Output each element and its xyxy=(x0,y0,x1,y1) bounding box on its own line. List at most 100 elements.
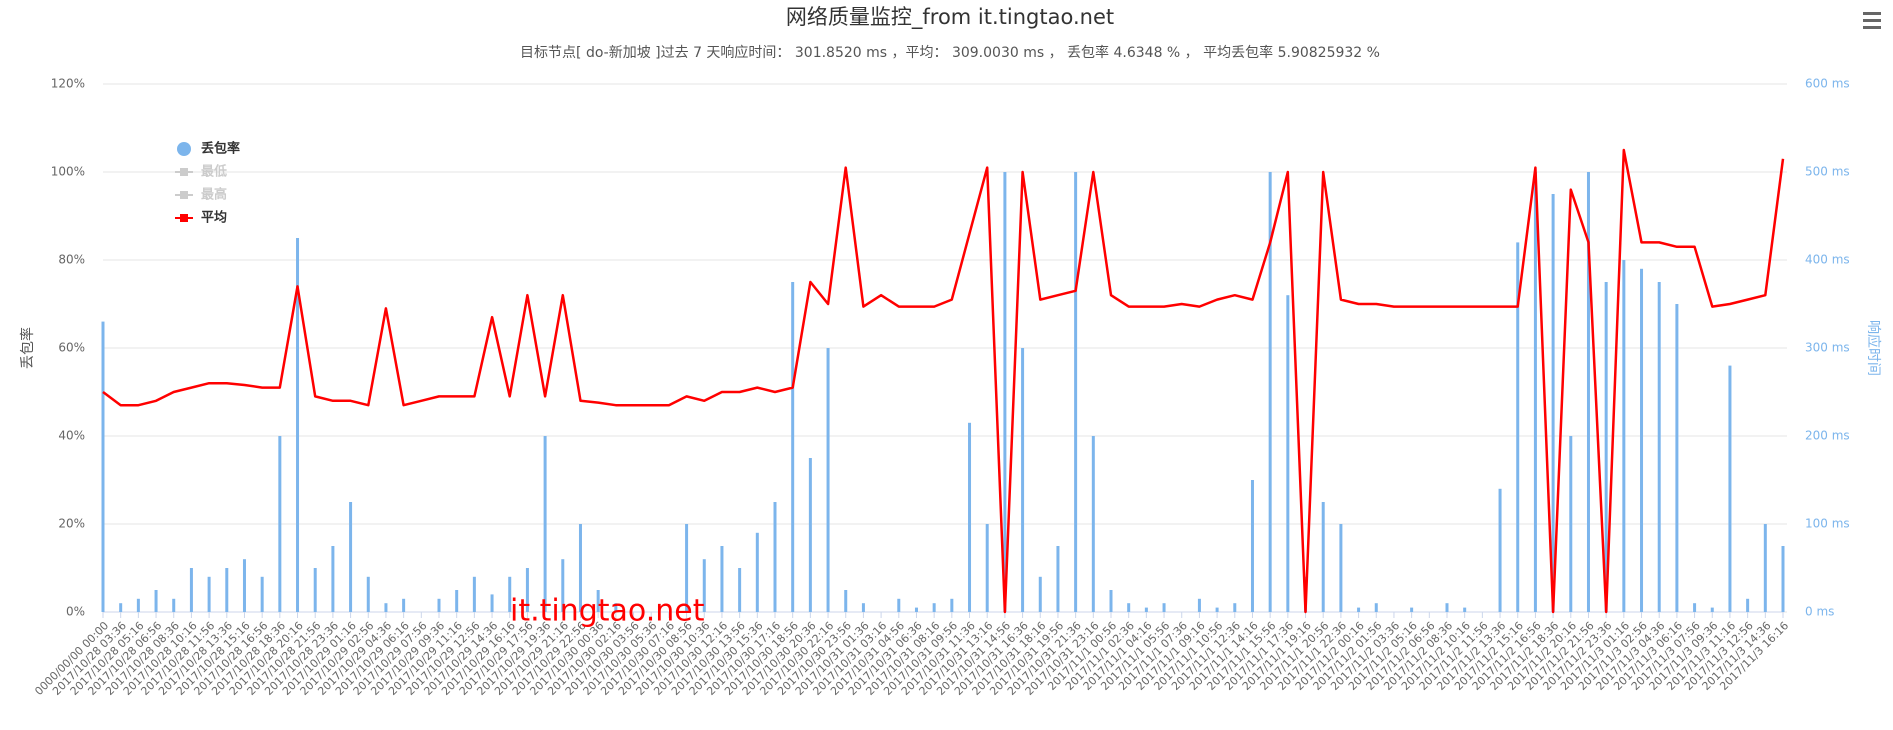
bar xyxy=(1445,603,1449,612)
bar xyxy=(826,348,830,612)
bar xyxy=(1498,488,1502,612)
bar xyxy=(1728,365,1732,612)
bar xyxy=(1622,260,1626,612)
bar xyxy=(791,282,795,612)
bar xyxy=(1710,607,1714,612)
bar xyxy=(773,502,777,612)
y2-tick-label: 100 ms xyxy=(1805,517,1850,531)
bar xyxy=(1586,172,1590,612)
bar xyxy=(1516,242,1520,612)
bar xyxy=(313,568,317,612)
y-tick-label: 0% xyxy=(66,605,85,619)
legend-item[interactable]: 最高 xyxy=(175,187,227,203)
bar xyxy=(490,594,494,612)
bar xyxy=(1286,295,1290,612)
bar xyxy=(1268,172,1272,612)
bar xyxy=(1604,282,1608,612)
bar xyxy=(437,598,441,612)
bar xyxy=(1763,524,1767,612)
bar xyxy=(1038,576,1042,612)
y-axis-title: 丢包率 xyxy=(19,327,36,369)
bar xyxy=(296,238,300,612)
y2-tick-label: 0 ms xyxy=(1805,605,1834,619)
y2-axis-title: 响应时间 xyxy=(1865,320,1882,376)
bar xyxy=(242,559,246,612)
legend-symbol xyxy=(180,168,188,176)
bar xyxy=(1144,607,1148,612)
bar xyxy=(738,568,742,612)
legend-label: 最高 xyxy=(201,187,227,203)
bar xyxy=(1091,436,1095,612)
bar xyxy=(702,559,706,612)
bar xyxy=(685,524,689,612)
bar xyxy=(349,502,353,612)
legend-item[interactable]: 丢包率 xyxy=(177,141,240,157)
bar xyxy=(1056,546,1060,612)
bar xyxy=(897,598,901,612)
bar xyxy=(1074,172,1078,612)
bar xyxy=(755,532,759,612)
watermark: it.tingtao.net xyxy=(510,594,705,629)
bar xyxy=(932,603,936,612)
bar xyxy=(543,436,547,612)
bar xyxy=(1109,590,1113,612)
menu-button[interactable] xyxy=(1863,12,1881,29)
menu-bar xyxy=(1863,12,1881,15)
bar xyxy=(472,576,476,612)
y2-tick-label: 200 ms xyxy=(1805,429,1850,443)
y2-tick-label: 500 ms xyxy=(1805,165,1850,179)
bar xyxy=(561,559,565,612)
bar xyxy=(508,576,512,612)
y2-tick-label: 400 ms xyxy=(1805,253,1850,267)
y2-tick-label: 600 ms xyxy=(1805,77,1850,91)
legend-label: 平均 xyxy=(201,210,227,226)
legend-symbol xyxy=(177,142,191,156)
bar xyxy=(1781,546,1785,612)
chart-title: 网络质量监控_from it.tingtao.net xyxy=(786,5,1114,30)
bar xyxy=(384,603,388,612)
bar xyxy=(1374,603,1378,612)
bar xyxy=(525,568,529,612)
bar xyxy=(1657,282,1661,612)
bar xyxy=(578,524,582,612)
bar xyxy=(225,568,229,612)
bar xyxy=(1357,607,1361,612)
bar xyxy=(1533,172,1537,612)
bar xyxy=(260,576,264,612)
legend-label: 丢包率 xyxy=(201,141,240,157)
bar xyxy=(402,598,406,612)
bar xyxy=(614,603,618,612)
y-tick-label: 100% xyxy=(51,165,85,179)
bar xyxy=(189,568,193,612)
bar xyxy=(154,590,158,612)
bar xyxy=(1321,502,1325,612)
bar xyxy=(207,576,211,612)
legend-symbol xyxy=(180,214,188,222)
bar xyxy=(1021,348,1025,612)
bar xyxy=(172,598,176,612)
bar xyxy=(1162,603,1166,612)
bar xyxy=(844,590,848,612)
bar xyxy=(950,598,954,612)
bar xyxy=(278,436,282,612)
legend-item[interactable]: 平均 xyxy=(175,210,227,226)
bar xyxy=(808,458,812,612)
bar xyxy=(861,603,865,612)
bar xyxy=(968,422,972,612)
bar xyxy=(1640,268,1644,612)
bar xyxy=(1197,598,1201,612)
legend-item[interactable]: 最低 xyxy=(175,164,227,180)
bar xyxy=(985,524,989,612)
bar xyxy=(1215,607,1219,612)
y-tick-label: 80% xyxy=(58,253,85,267)
bar xyxy=(596,590,600,612)
bar xyxy=(1463,607,1467,612)
bar xyxy=(1003,172,1007,612)
bar xyxy=(455,590,459,612)
bar xyxy=(119,603,123,612)
bar xyxy=(1693,603,1697,612)
bar xyxy=(366,576,370,612)
bar xyxy=(1746,598,1750,612)
